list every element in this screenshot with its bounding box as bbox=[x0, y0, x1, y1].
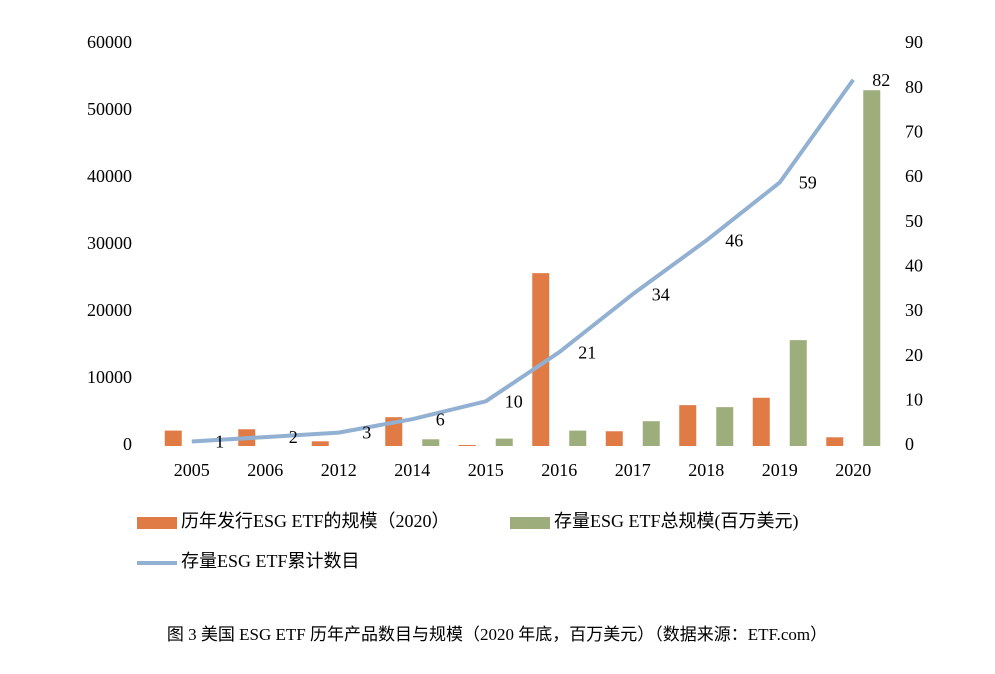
bar bbox=[458, 444, 476, 446]
x-tick-label: 2017 bbox=[615, 460, 651, 480]
bar bbox=[422, 439, 440, 446]
x-tick-label: 2018 bbox=[688, 460, 724, 480]
y-tick-label: 10000 bbox=[87, 367, 132, 387]
legend-swatch bbox=[510, 517, 550, 529]
y2-tick-label: 20 bbox=[905, 345, 923, 365]
x-tick-label: 2019 bbox=[762, 460, 798, 480]
caption: 图 3 美国 ESG ETF 历年产品数目与规模（2020 年底，百万美元）（数… bbox=[167, 625, 827, 644]
data-label: 3 bbox=[362, 423, 371, 443]
x-tick-label: 2014 bbox=[394, 460, 430, 480]
bar bbox=[642, 421, 660, 446]
y2-tick-label: 40 bbox=[905, 255, 923, 275]
data-label: 46 bbox=[725, 231, 743, 251]
x-tick-label: 2012 bbox=[321, 460, 357, 480]
data-label: 10 bbox=[505, 391, 523, 411]
legend-swatch bbox=[137, 517, 177, 529]
y2-tick-label: 10 bbox=[905, 389, 923, 409]
y2-tick-label: 60 bbox=[905, 166, 923, 186]
bar bbox=[495, 438, 513, 446]
x-tick-label: 2005 bbox=[174, 460, 210, 480]
bar bbox=[569, 430, 587, 446]
y-tick-label: 30000 bbox=[87, 233, 132, 253]
bar bbox=[752, 397, 770, 446]
y-tick-label: 20000 bbox=[87, 300, 132, 320]
y-tick-label: 50000 bbox=[87, 99, 132, 119]
y2-tick-label: 0 bbox=[905, 434, 914, 454]
bar bbox=[716, 407, 734, 446]
bar bbox=[826, 437, 844, 446]
data-label: 82 bbox=[872, 70, 890, 90]
bar bbox=[605, 431, 623, 446]
x-tick-label: 2015 bbox=[468, 460, 504, 480]
bar bbox=[164, 430, 182, 446]
data-label: 6 bbox=[436, 409, 445, 429]
y-tick-label: 60000 bbox=[87, 32, 132, 52]
y-tick-label: 0 bbox=[123, 434, 132, 454]
y2-tick-label: 50 bbox=[905, 211, 923, 231]
x-tick-label: 2006 bbox=[247, 460, 283, 480]
data-label: 21 bbox=[578, 342, 596, 362]
data-label: 1 bbox=[215, 432, 224, 452]
y2-tick-label: 90 bbox=[905, 32, 923, 52]
y2-tick-label: 30 bbox=[905, 300, 923, 320]
legend-label: 存量ESG ETF总规模(百万美元) bbox=[554, 511, 799, 532]
line bbox=[191, 78, 855, 444]
legend-label: 存量ESG ETF累计数目 bbox=[181, 551, 360, 571]
data-label: 59 bbox=[799, 173, 817, 193]
bar bbox=[311, 441, 329, 446]
y2-tick-label: 70 bbox=[905, 121, 923, 141]
y2-tick-label: 80 bbox=[905, 77, 923, 97]
legend-label: 历年发行ESG ETF的规模（2020） bbox=[181, 511, 450, 531]
x-tick-label: 2016 bbox=[541, 460, 577, 480]
data-label: 2 bbox=[289, 427, 298, 447]
bar bbox=[532, 273, 550, 446]
bar bbox=[789, 340, 807, 446]
bar bbox=[679, 405, 697, 446]
data-label: 34 bbox=[652, 284, 670, 304]
x-tick-label: 2020 bbox=[835, 460, 871, 480]
y-tick-label: 40000 bbox=[87, 166, 132, 186]
bar bbox=[863, 90, 881, 446]
